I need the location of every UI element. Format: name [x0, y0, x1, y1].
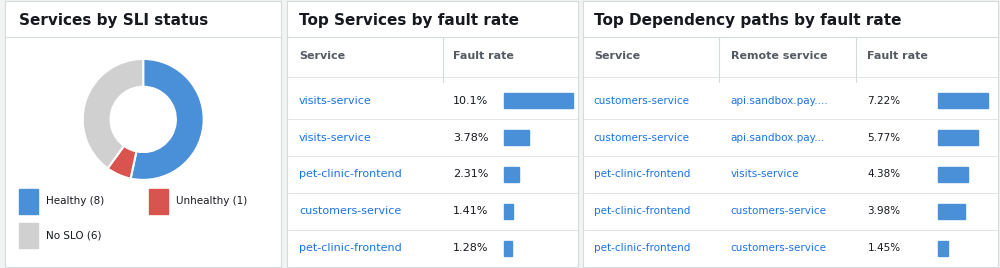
Bar — [504, 241, 512, 255]
Text: 1.45%: 1.45% — [867, 243, 901, 253]
Text: pet-clinic-frontend: pet-clinic-frontend — [594, 243, 690, 253]
Text: pet-clinic-frontend: pet-clinic-frontend — [594, 206, 690, 216]
Text: 5.77%: 5.77% — [867, 133, 901, 143]
Bar — [504, 94, 573, 108]
Text: 1.41%: 1.41% — [453, 206, 488, 216]
Text: visits-service: visits-service — [299, 96, 372, 106]
Text: 7.22%: 7.22% — [867, 96, 901, 106]
Text: Healthy (8): Healthy (8) — [46, 196, 105, 206]
Text: No SLO (6): No SLO (6) — [46, 231, 102, 241]
Text: Remote service: Remote service — [731, 51, 827, 61]
Text: Top Services by fault rate: Top Services by fault rate — [299, 13, 519, 28]
Text: 3.98%: 3.98% — [867, 206, 901, 216]
Text: 2.31%: 2.31% — [453, 169, 488, 180]
Bar — [19, 224, 38, 248]
Text: pet-clinic-frontend: pet-clinic-frontend — [299, 169, 402, 180]
Text: Service: Service — [299, 51, 345, 61]
Bar — [938, 204, 965, 219]
Text: api.sandbox.pay...: api.sandbox.pay... — [731, 133, 825, 143]
Text: Unhealthy (1): Unhealthy (1) — [176, 196, 248, 206]
Text: Service: Service — [594, 51, 640, 61]
Bar — [938, 241, 948, 255]
Text: visits-service: visits-service — [299, 133, 372, 143]
Bar — [938, 130, 978, 145]
Text: 10.1%: 10.1% — [453, 96, 488, 106]
Bar — [504, 130, 529, 145]
Bar — [504, 204, 513, 219]
Text: customers-service: customers-service — [594, 133, 690, 143]
Text: api.sandbox.pay....: api.sandbox.pay.... — [731, 96, 828, 106]
Text: 1.28%: 1.28% — [453, 243, 488, 253]
Text: Services by SLI status: Services by SLI status — [19, 13, 208, 28]
Text: customers-service: customers-service — [731, 243, 827, 253]
Bar — [19, 189, 38, 214]
Text: Top Dependency paths by fault rate: Top Dependency paths by fault rate — [594, 13, 901, 28]
Text: customers-service: customers-service — [594, 96, 690, 106]
Bar — [938, 94, 988, 108]
Text: customers-service: customers-service — [299, 206, 401, 216]
Bar — [504, 167, 519, 182]
Text: Fault rate: Fault rate — [867, 51, 928, 61]
Text: Fault rate: Fault rate — [453, 51, 514, 61]
Bar — [938, 167, 968, 182]
Text: customers-service: customers-service — [731, 206, 827, 216]
Text: visits-service: visits-service — [731, 169, 799, 180]
Text: 3.78%: 3.78% — [453, 133, 488, 143]
Text: pet-clinic-frontend: pet-clinic-frontend — [594, 169, 690, 180]
Text: 4.38%: 4.38% — [867, 169, 901, 180]
Text: pet-clinic-frontend: pet-clinic-frontend — [299, 243, 402, 253]
Bar — [149, 189, 168, 214]
